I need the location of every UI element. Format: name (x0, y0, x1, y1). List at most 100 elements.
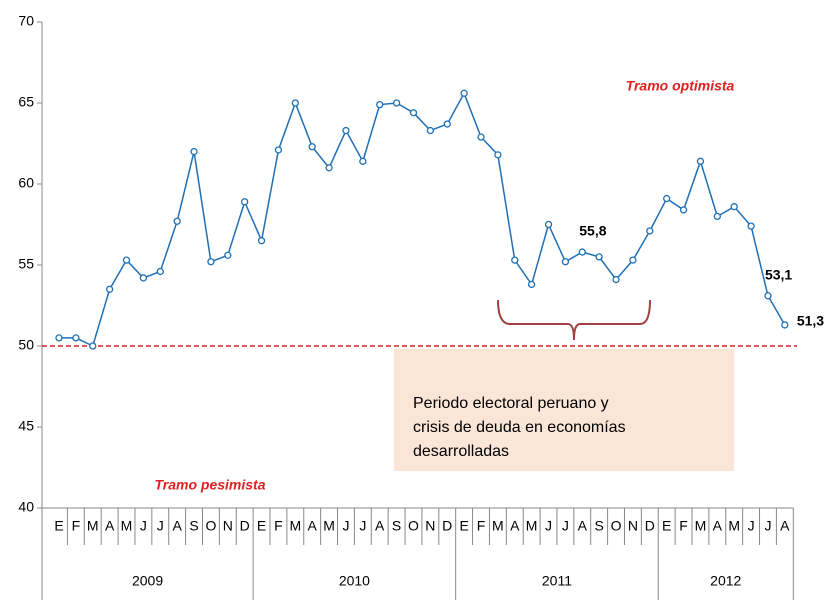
point (511, 256, 519, 264)
x-tick-label: S (189, 518, 198, 534)
year-label: 2012 (710, 573, 741, 589)
note-line: crisis de deuda en economías (413, 419, 626, 436)
point (494, 151, 502, 159)
point (122, 256, 131, 264)
x-tick-label: A (510, 518, 520, 534)
point (55, 334, 63, 342)
point (781, 321, 789, 329)
point (224, 251, 232, 259)
point (156, 267, 164, 276)
x-tick-label: J (764, 518, 771, 534)
point (629, 256, 637, 264)
point (257, 237, 266, 245)
x-tick-label: F (679, 518, 688, 534)
x-tick-label: A (105, 518, 115, 534)
x-tick-label: F (274, 518, 283, 534)
point (342, 126, 350, 135)
x-tick-label: E (257, 518, 266, 534)
x-tick-label: A (172, 518, 182, 534)
x-tick-label: D (442, 518, 452, 534)
x-tick-label: E (54, 518, 63, 534)
x-tick-label: J (359, 518, 366, 534)
x-tick-label: M (289, 518, 301, 534)
point (409, 109, 418, 117)
point (190, 147, 198, 156)
x-tick-label: A (308, 518, 318, 534)
point (747, 222, 755, 230)
x-tick-label: O (408, 518, 419, 534)
x-tick-label: S (392, 518, 401, 534)
y-tick-label: 50 (18, 337, 34, 353)
x-tick-label: F (477, 518, 486, 534)
x-tick-label: A (578, 518, 588, 534)
point (477, 133, 485, 141)
year-label: 2009 (132, 573, 163, 589)
x-tick-label: J (140, 518, 147, 534)
x-tick-label: J (342, 518, 349, 534)
point (679, 206, 688, 214)
point (646, 227, 654, 235)
x-tick-label: S (594, 518, 603, 534)
data-label: 53,1 (765, 266, 792, 282)
point (527, 280, 536, 289)
point (578, 248, 586, 256)
y-tick-label: 40 (18, 499, 34, 515)
point (359, 157, 367, 165)
x-tick-label: J (748, 518, 755, 534)
x-tick-label: E (662, 518, 671, 534)
point (325, 164, 333, 172)
y-tick-label: 45 (18, 418, 34, 434)
point (730, 203, 738, 211)
x-tick-label: A (780, 518, 790, 534)
data-label: 55,8 (579, 223, 606, 239)
x-tick-label: F (72, 518, 81, 534)
point (139, 274, 148, 282)
point (460, 89, 468, 97)
x-tick-label: J (157, 518, 164, 534)
x-tick-label: D (240, 518, 250, 534)
line (59, 91, 786, 348)
point (274, 146, 283, 154)
y-tick-label: 55 (18, 256, 34, 272)
point (764, 292, 772, 300)
y-tick-label: 60 (18, 175, 34, 191)
x-tick-label: J (545, 518, 552, 534)
x-tick-label: M (121, 518, 133, 534)
optimistic-label: Tramo optimista (626, 78, 735, 94)
y-tick-label: 65 (18, 94, 34, 110)
x-tick-label: M (526, 518, 538, 534)
point (713, 212, 721, 221)
x-tick-label: M (728, 518, 740, 534)
point (544, 220, 553, 229)
point (426, 126, 435, 135)
x-tick-label: J (562, 518, 569, 534)
point (308, 143, 316, 151)
point (105, 285, 114, 293)
year-label: 2010 (339, 573, 370, 589)
point (561, 258, 570, 266)
point (291, 99, 299, 107)
x-tick-label: M (695, 518, 707, 534)
pessimistic-label: Tramo pesimista (154, 477, 265, 493)
x-tick-label: E (459, 518, 468, 534)
point (443, 120, 451, 128)
x-tick-label: A (375, 518, 385, 534)
point (72, 334, 80, 342)
x-tick-label: M (87, 518, 99, 534)
note-line: desarrolladas (413, 443, 509, 460)
x-tick-label: O (205, 518, 216, 534)
x-tick-label: A (713, 518, 723, 534)
point (207, 258, 215, 266)
y-tick-label: 70 (18, 13, 34, 29)
year-label: 2011 (542, 573, 572, 589)
point (89, 342, 97, 350)
note-box (394, 349, 734, 471)
x-tick-label: N (628, 518, 638, 534)
point (392, 99, 401, 107)
point (612, 275, 620, 284)
x-tick-label: D (645, 518, 655, 534)
x-tick-label: N (425, 518, 435, 534)
point (376, 100, 384, 109)
point (241, 198, 249, 206)
